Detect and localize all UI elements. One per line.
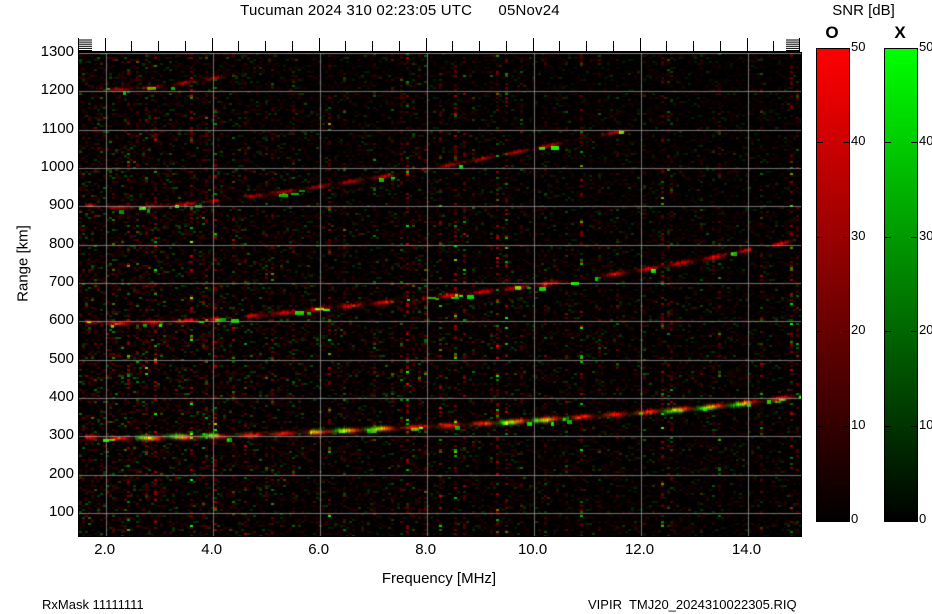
y-tick-label: 300 bbox=[48, 426, 74, 444]
colorbar-tick-label: 40 bbox=[851, 133, 866, 149]
ionogram-plot-area[interactable] bbox=[78, 52, 802, 537]
y-axis: 100 200 300 400 500 600 700 800 900 1000 1100 1200 1… bbox=[0, 0, 74, 614]
colorbar-x-tick-labels: 0 10 20 30 40 50 bbox=[919, 40, 932, 530]
x-tick-label: 10.0 bbox=[517, 541, 548, 558]
y-tick-label: 100 bbox=[48, 503, 74, 520]
y-tick-label: 700 bbox=[48, 273, 74, 290]
y-tick-label: 1300 bbox=[40, 43, 74, 60]
colorbar-tick bbox=[885, 236, 917, 238]
colorbar-tick-label: 20 bbox=[851, 322, 866, 338]
colorbar-x-gradient[interactable] bbox=[884, 48, 918, 522]
colorbar-tick-label: 30 bbox=[851, 227, 866, 243]
colorbar-o-gradient[interactable] bbox=[816, 48, 850, 522]
x-tick-label: 12.0 bbox=[624, 541, 655, 558]
colorbar-o-ticks bbox=[817, 48, 849, 522]
colorbar-tick-label: 10 bbox=[851, 416, 866, 432]
colorbar-tick bbox=[817, 331, 849, 333]
ionogram-canvas[interactable] bbox=[79, 53, 801, 536]
y-tick-label: 1200 bbox=[40, 81, 74, 99]
colorbar-tick bbox=[817, 425, 849, 427]
x-tick-label: 2.0 bbox=[94, 541, 116, 558]
colorbar-title: SNR [dB] bbox=[832, 2, 895, 19]
y-tick-label: 200 bbox=[48, 464, 74, 482]
colorbar-tick-label: 20 bbox=[919, 322, 932, 338]
colorbar-tick-label: 50 bbox=[919, 39, 932, 54]
y-tick-label: 500 bbox=[48, 349, 74, 367]
y-tick-label: 1000 bbox=[40, 158, 74, 175]
colorbar-tick-label: 10 bbox=[919, 416, 932, 432]
source-file-label: VIPIR TMJ20_2024310022305.RIQ bbox=[588, 597, 797, 612]
colorbar-tick-label: 40 bbox=[919, 133, 932, 149]
x-axis-label: Frequency [MHz] bbox=[381, 570, 497, 587]
page-title: Tucuman 2024 310 02:23:05 UTC 05Nov24 bbox=[240, 2, 560, 19]
y-tick-label: 400 bbox=[48, 388, 74, 405]
y-axis-label: Range [km] bbox=[14, 225, 32, 302]
colorbar-tick-label: 30 bbox=[919, 227, 932, 243]
colorbar-o-mode-label: O bbox=[825, 23, 839, 42]
y-tick-label: 600 bbox=[48, 311, 74, 329]
colorbar-x-mode-label: X bbox=[894, 23, 906, 42]
colorbar-o-tick-labels: 0 10 20 30 40 50 bbox=[851, 40, 885, 530]
colorbar-tick-label: 0 bbox=[851, 511, 859, 526]
colorbar-tick-label: 50 bbox=[851, 39, 866, 54]
colorbar-tick bbox=[885, 425, 917, 427]
x-tick-label: 4.0 bbox=[201, 541, 223, 558]
x-tick-label: 8.0 bbox=[415, 541, 437, 558]
colorbar-tick bbox=[885, 142, 917, 144]
x-tick-label: 6.0 bbox=[308, 541, 330, 558]
y-tick-label: 1100 bbox=[41, 119, 74, 137]
colorbar-tick bbox=[885, 331, 917, 333]
y-tick-label: 800 bbox=[48, 234, 74, 252]
x-tick-label: 14.0 bbox=[731, 541, 762, 558]
colorbar-tick bbox=[817, 142, 849, 144]
y-tick-label: 900 bbox=[48, 196, 74, 214]
colorbar-tick bbox=[817, 236, 849, 238]
colorbar-tick-label: 0 bbox=[919, 511, 927, 526]
colorbar-x-ticks bbox=[885, 48, 917, 522]
top-frequency-ruler bbox=[78, 38, 800, 52]
rxmask-label: RxMask 11111111 bbox=[42, 597, 144, 612]
